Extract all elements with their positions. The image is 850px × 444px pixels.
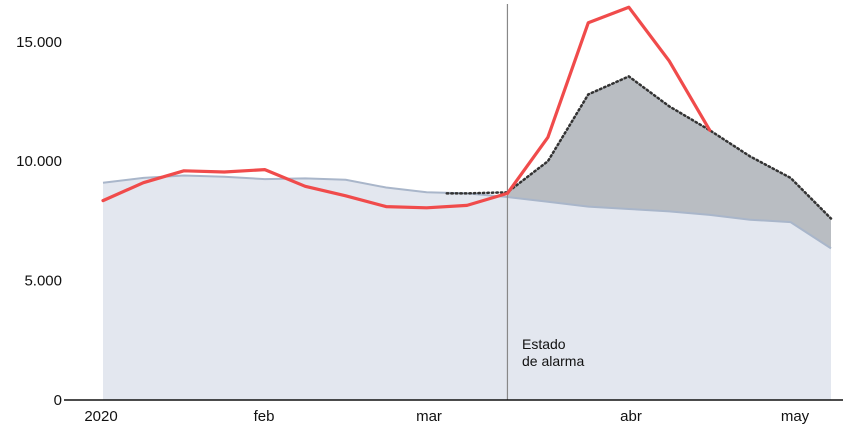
y-tick-label: 0 (54, 392, 62, 409)
excess-area (507, 76, 831, 249)
event-label-line1: Estado (522, 336, 566, 352)
x-tick-label: mar (416, 408, 442, 425)
x-tick-label: feb (254, 408, 275, 425)
x-tick-group: 2020 feb mar abr may (84, 408, 809, 425)
x-tick-label: may (781, 408, 810, 425)
baseline-area (103, 175, 831, 400)
y-tick-label: 10.000 (16, 153, 62, 170)
y-tick-label: 15.000 (16, 34, 62, 51)
expected-dotted-line (445, 74, 833, 220)
event-label-line2: de alarma (522, 353, 584, 369)
y-tick-group: 0 5.000 10.000 15.000 (16, 34, 62, 409)
y-tick-label: 5.000 (24, 273, 62, 290)
x-tick-label: abr (620, 408, 642, 425)
x-tick-label: 2020 (84, 408, 117, 425)
observed-line (101, 5, 712, 210)
